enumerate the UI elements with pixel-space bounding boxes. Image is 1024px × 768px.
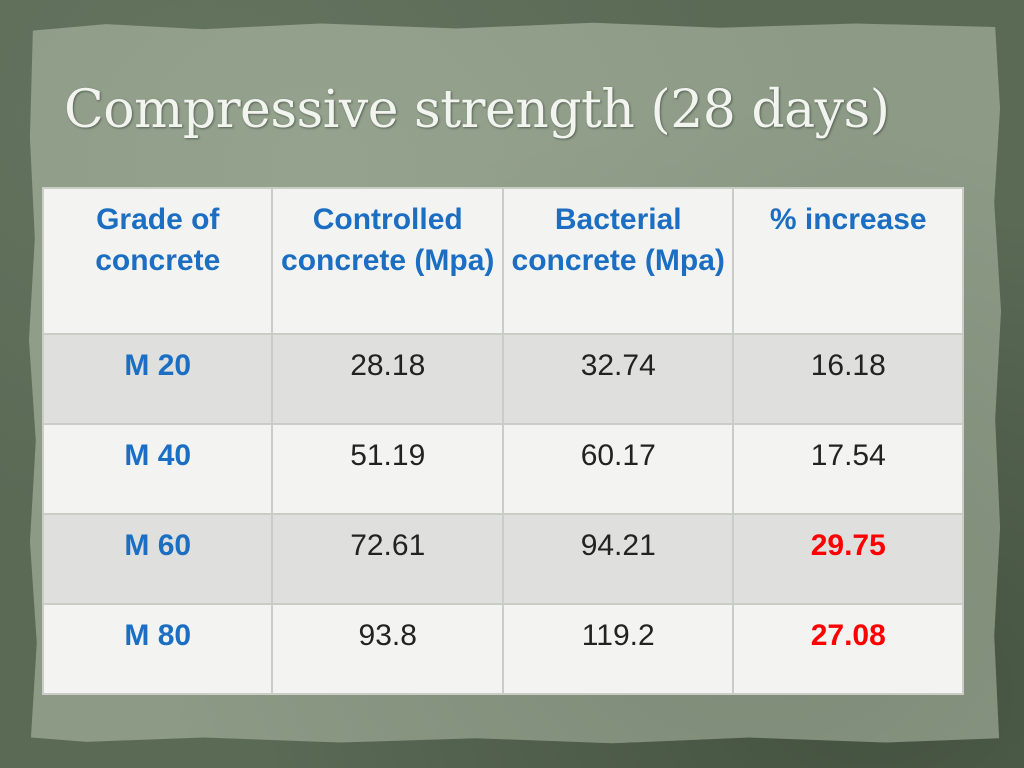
table-header-row: Grade of concrete Controlled concrete (M… (41, 187, 964, 335)
increase-cell: 16.18 (732, 333, 964, 425)
bacterial-cell: 60.17 (501, 423, 735, 515)
page-title: Compressive strength (28 days) (64, 80, 890, 140)
increase-cell: 17.54 (732, 423, 964, 515)
controlled-cell: 93.8 (271, 603, 504, 695)
grade-cell: M 80 (41, 603, 274, 695)
increase-cell-highlight: 27.08 (732, 603, 964, 695)
table-row: M 80 93.8 119.2 27.08 (41, 603, 964, 695)
header-increase: % increase (732, 187, 964, 335)
bacterial-cell: 32.74 (501, 333, 735, 425)
increase-cell-highlight: 29.75 (732, 513, 964, 605)
grade-cell: M 60 (41, 513, 274, 605)
table-row: M 20 28.18 32.74 16.18 (41, 333, 964, 425)
bacterial-cell: 119.2 (501, 603, 735, 695)
controlled-cell: 51.19 (271, 423, 504, 515)
grade-cell: M 20 (41, 333, 274, 425)
grade-cell: M 40 (41, 423, 274, 515)
header-bacterial: Bacterial concrete (Mpa) (501, 187, 735, 335)
strength-table: Grade of concrete Controlled concrete (M… (41, 187, 964, 695)
table-row: M 40 51.19 60.17 17.54 (41, 423, 964, 515)
header-controlled: Controlled concrete (Mpa) (271, 187, 504, 335)
controlled-cell: 28.18 (271, 333, 504, 425)
controlled-cell: 72.61 (271, 513, 504, 605)
bacterial-cell: 94.21 (501, 513, 735, 605)
table-row: M 60 72.61 94.21 29.75 (41, 513, 964, 605)
header-grade: Grade of concrete (41, 187, 274, 335)
